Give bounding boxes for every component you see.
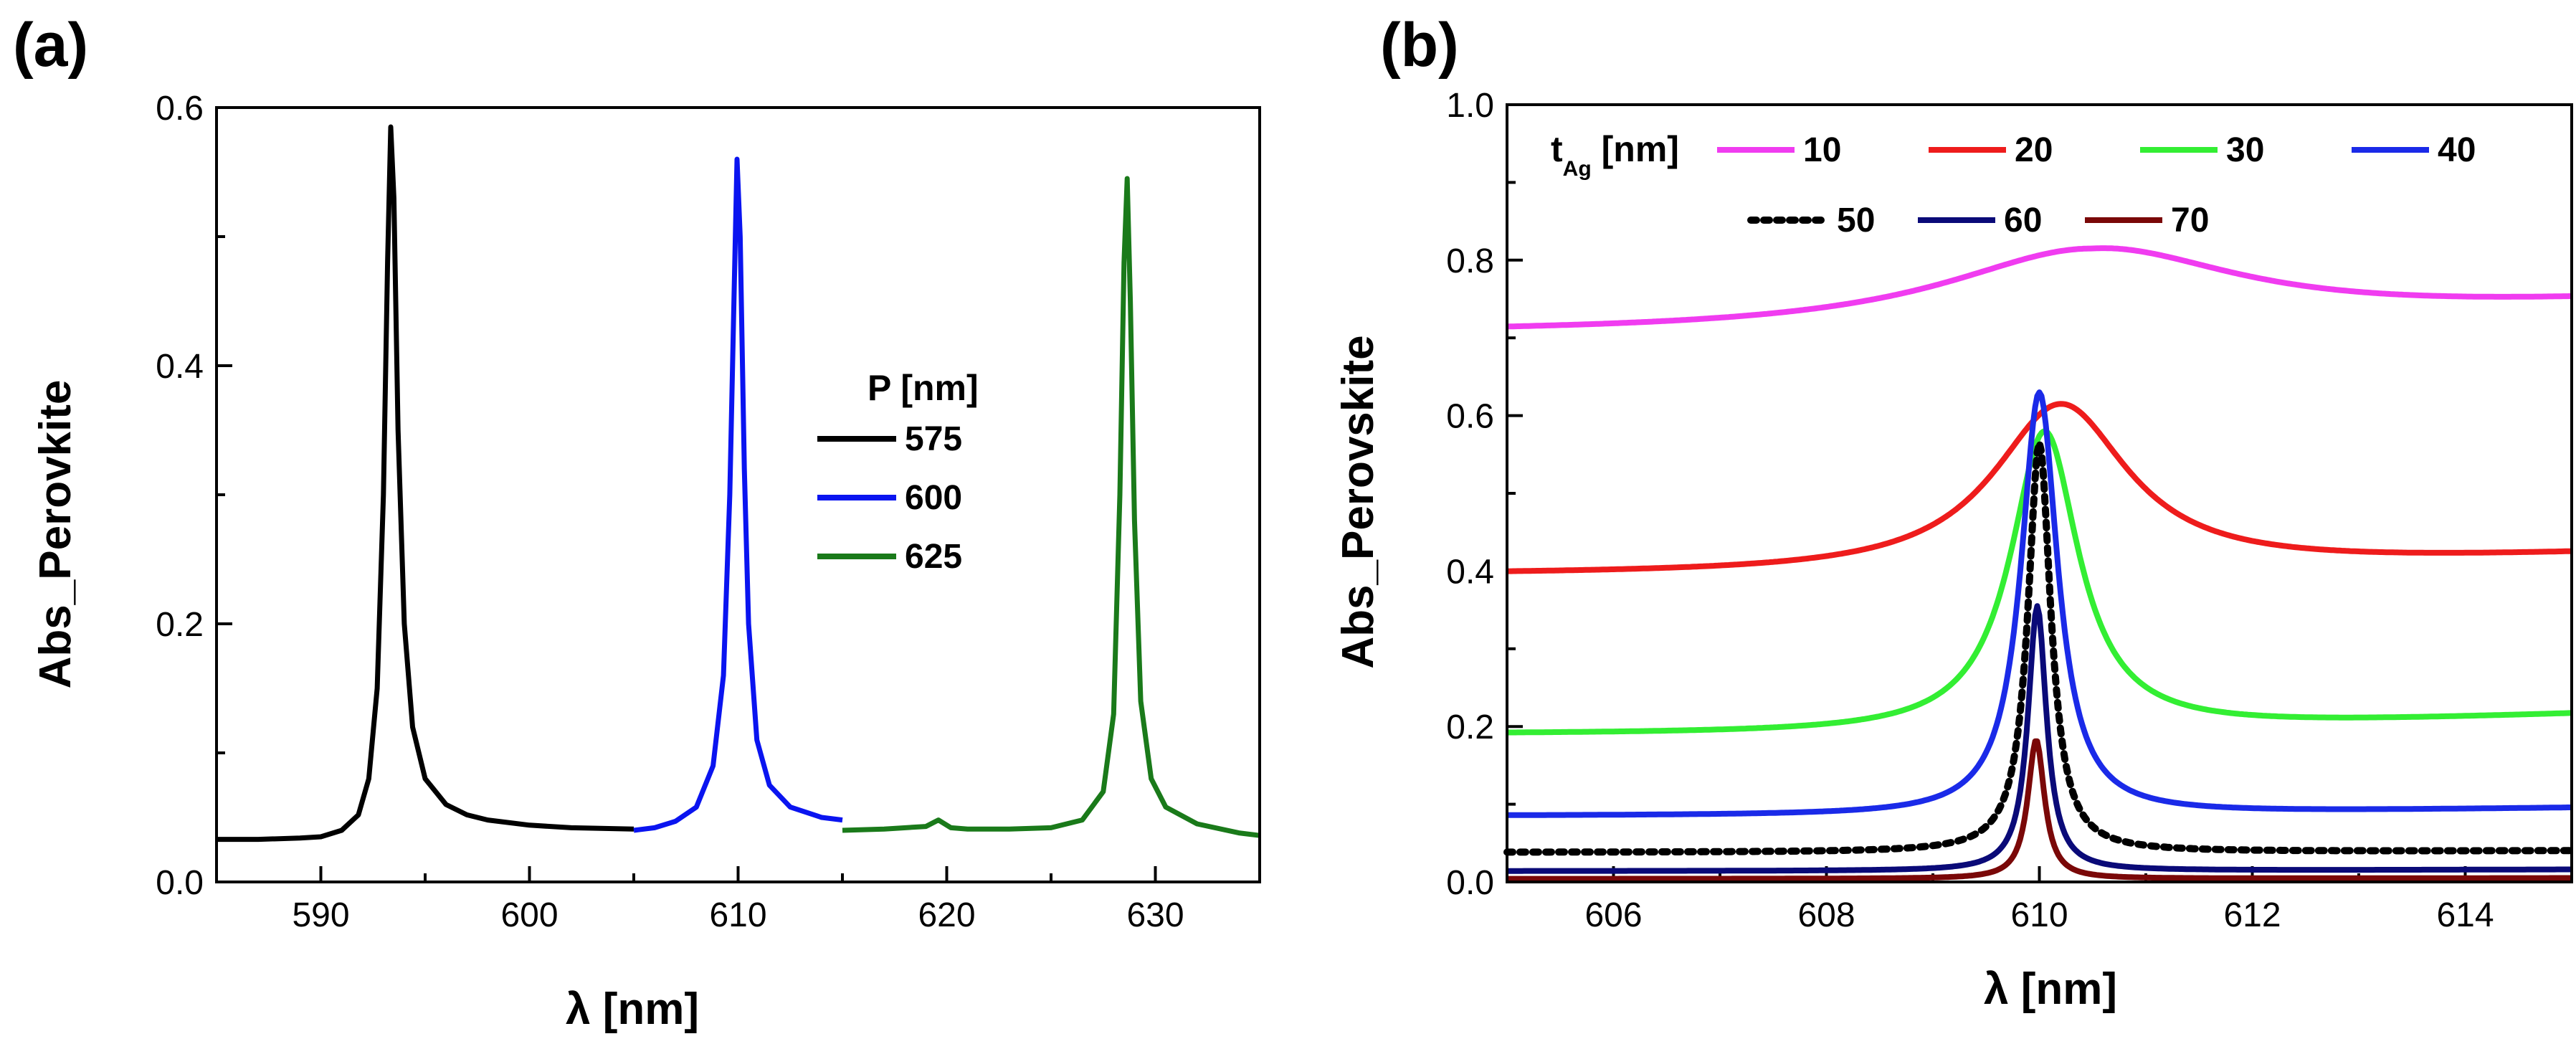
panel-a-ytick-label: 0.0 bbox=[156, 864, 204, 902]
panel-a-xtick-label: 600 bbox=[500, 896, 558, 934]
panel-a-ytick-label: 0.2 bbox=[156, 606, 204, 644]
panel-b-ytick-label: 0.4 bbox=[1446, 553, 1494, 591]
panel-b-ytick-label: 0.0 bbox=[1446, 864, 1494, 902]
panel-a-xtick-label: 590 bbox=[292, 896, 349, 934]
panel-a-series-625 bbox=[842, 176, 1260, 838]
panel-a-ytick-label: 0.4 bbox=[156, 348, 204, 386]
panel-b-legend-label: 50 bbox=[1837, 201, 1875, 239]
panel-b-series bbox=[1503, 245, 2575, 882]
panel-b-series-20 bbox=[1506, 401, 2572, 574]
panel-b-legend-label: 40 bbox=[2438, 131, 2476, 169]
panel-b-ytick-label: 1.0 bbox=[1446, 87, 1494, 125]
panel-b-chart: (b) Abs_Perovskite λ [nm] 606 608 610 612 61… bbox=[1334, 11, 2575, 1014]
panel-a-xtick-label: 630 bbox=[1126, 896, 1184, 934]
panel-a-ytick-label: 0.6 bbox=[156, 90, 204, 128]
panel-a-label: (a) bbox=[13, 11, 88, 80]
panel-a-legend-title: P [nm] bbox=[868, 368, 979, 408]
panel-a-xtick-label: 620 bbox=[918, 896, 975, 934]
panel-b-xtick-label: 612 bbox=[2223, 896, 2281, 934]
panel-a-series-575 bbox=[217, 124, 635, 843]
panel-b-xtick-label: 606 bbox=[1584, 896, 1642, 934]
panel-b-ylabel: Abs_Perovskite bbox=[1334, 335, 1383, 668]
panel-b-series-50 bbox=[1503, 439, 2575, 856]
panel-b-xtick-label: 614 bbox=[2436, 896, 2494, 934]
panel-b-legend-label: 60 bbox=[2004, 201, 2042, 239]
panel-b-series-30 bbox=[1506, 428, 2572, 736]
panel-b-legend-title-t: t bbox=[1551, 129, 1563, 169]
panel-b-series-40 bbox=[1506, 389, 2572, 818]
panel-b-legend-label: 30 bbox=[2226, 131, 2264, 169]
panel-b-series-10 bbox=[1506, 245, 2572, 330]
panel-b-ytick-label: 0.8 bbox=[1446, 242, 1494, 280]
panel-b-legend-title-sub: Ag bbox=[1563, 157, 1592, 181]
panel-b-label: (b) bbox=[1380, 11, 1459, 80]
panel-a-chart: (a) Abs_Perovkite λ [nm] 590 600 610 620 630… bbox=[13, 11, 1261, 1034]
panel-b-frame bbox=[1506, 103, 2573, 883]
panel-b-legend-title: tAg [nm] bbox=[1551, 129, 1679, 181]
panel-b-legend-label: 10 bbox=[1803, 131, 1841, 169]
panel-b-legend-label: 70 bbox=[2171, 201, 2209, 239]
panel-b-series-70 bbox=[1506, 738, 2572, 882]
panel-a-axes: 590 600 610 620 630 0.0 0.2 0.4 0.6 bbox=[156, 90, 1261, 934]
panel-a-xtick-label: 610 bbox=[709, 896, 766, 934]
panel-b-axes: 606 608 610 612 614 0.0 0.2 0.4 0.6 0.8 1.0 bbox=[1446, 87, 2573, 934]
panel-b-ytick-label: 0.2 bbox=[1446, 708, 1494, 746]
panel-b-xlabel: λ [nm] bbox=[1984, 964, 2117, 1014]
panel-b-legend: tAg [nm] 10 20 30 40 50 60 70 bbox=[1551, 129, 2476, 239]
panel-b-xtick-label: 610 bbox=[2010, 896, 2068, 934]
panel-a-series-600 bbox=[633, 156, 843, 833]
panel-b-xtick-label: 608 bbox=[1797, 896, 1855, 934]
panel-b-series-60 bbox=[1506, 603, 2572, 874]
panel-a-legend-label: 625 bbox=[905, 538, 962, 576]
panel-a-legend-label: 600 bbox=[905, 479, 962, 517]
panel-a-xlabel: λ [nm] bbox=[566, 984, 699, 1034]
panel-a-legend-label: 575 bbox=[905, 420, 962, 458]
panel-b-legend-title-unit: [nm] bbox=[1602, 129, 1679, 169]
panel-a-frame bbox=[215, 106, 1261, 883]
panel-a-series bbox=[217, 124, 1260, 843]
panel-a-ylabel: Abs_Perovkite bbox=[31, 380, 80, 689]
panel-b-legend-label: 20 bbox=[2015, 131, 2053, 169]
panel-b-ytick-label: 0.6 bbox=[1446, 398, 1494, 436]
panel-a-legend: P [nm] 575 600 625 bbox=[817, 368, 979, 576]
